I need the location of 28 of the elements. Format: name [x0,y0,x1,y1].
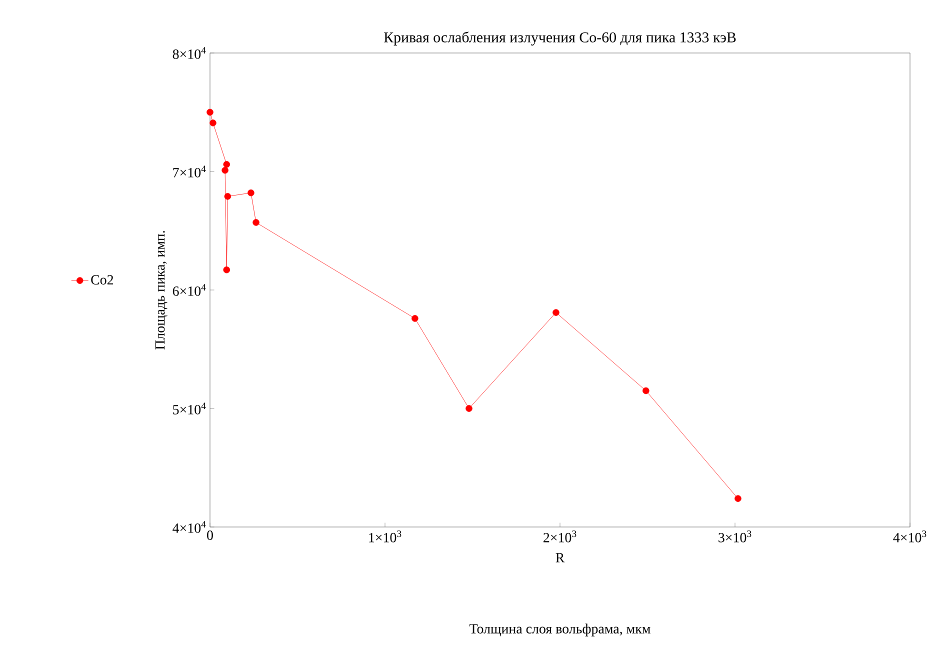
point [642,387,650,394]
point [210,120,216,126]
point [734,495,742,502]
x-tick-label: 0 [207,530,213,540]
y-tick-label: 7×10$^{4}$ [173,166,206,178]
point [252,219,260,226]
point [222,166,228,174]
point [466,405,472,412]
x-tick-label: 1×10$^{3}$ [369,530,402,542]
chart-title: Кривая ослабления излучения Co-60 для пика 1333 кэВ [384,32,736,46]
point [412,315,418,322]
y-tick-label: 4×10$^{4}$ [172,521,206,533]
x-tick-label: 2×10$^{3}$ [544,530,576,542]
point [223,266,230,274]
point [223,161,230,168]
y-tick-label: 5×10$^{4}$ [173,402,206,414]
y-tick-label: 8×10$^{4}$ [172,47,206,59]
point [248,189,254,196]
point [552,309,560,316]
point [206,108,214,116]
y-axis-title: Площадь пика, имп. [155,231,168,350]
x-tick-label: 3×10$^{3}$ [718,530,752,542]
x-axis-title: R [556,553,565,562]
point [224,192,232,200]
legend-label: Co2 [91,275,114,285]
x-tick-label: 4×10$^{3}$ [893,530,926,542]
y-tick-label: 6×10$^{4}$ [172,284,206,296]
text: Толщина слоя вольфрама, мкм [470,624,650,636]
